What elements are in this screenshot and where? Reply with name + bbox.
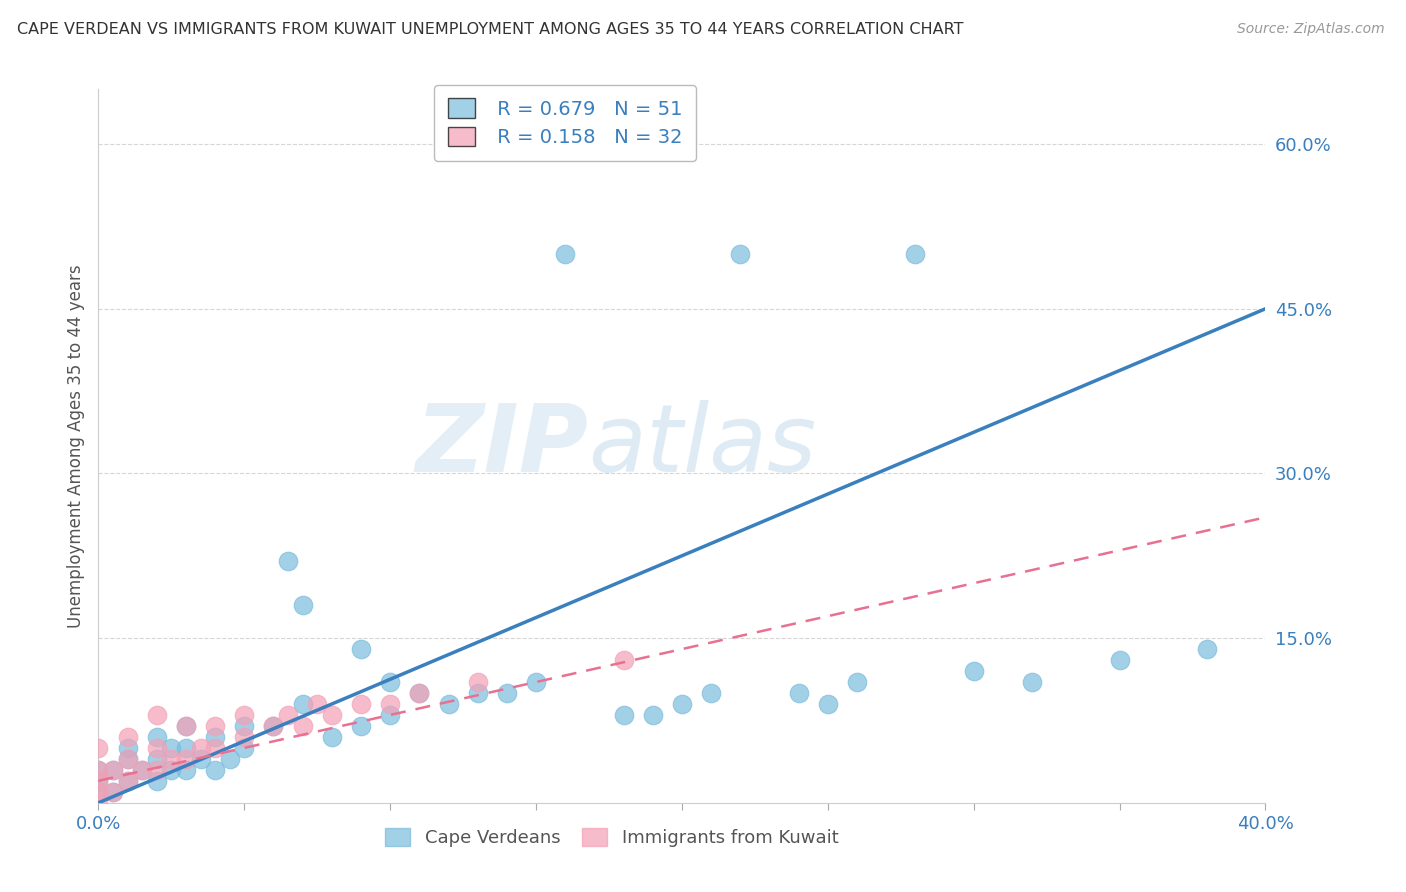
Point xyxy=(174,752,197,766)
Point xyxy=(218,752,240,766)
Point xyxy=(146,763,169,777)
Point xyxy=(160,763,183,777)
Point xyxy=(380,697,402,711)
Point xyxy=(350,697,373,711)
Point xyxy=(307,697,329,711)
Point xyxy=(174,719,197,733)
Point xyxy=(321,708,343,723)
Point xyxy=(146,773,169,788)
Point xyxy=(524,675,547,690)
Point xyxy=(233,740,256,755)
Point xyxy=(146,730,169,744)
Point xyxy=(554,247,576,261)
Point xyxy=(101,763,124,777)
Point xyxy=(131,763,153,777)
Point xyxy=(87,763,110,777)
Point xyxy=(350,719,373,733)
Point xyxy=(160,752,183,766)
Point xyxy=(612,708,634,723)
Point xyxy=(846,675,869,690)
Point xyxy=(904,247,927,261)
Point xyxy=(467,675,489,690)
Point xyxy=(117,773,139,788)
Point xyxy=(962,664,984,678)
Point xyxy=(233,730,256,744)
Point xyxy=(671,697,693,711)
Point xyxy=(291,697,314,711)
Point xyxy=(160,740,183,755)
Point xyxy=(101,785,124,799)
Text: CAPE VERDEAN VS IMMIGRANTS FROM KUWAIT UNEMPLOYMENT AMONG AGES 35 TO 44 YEARS CO: CAPE VERDEAN VS IMMIGRANTS FROM KUWAIT U… xyxy=(17,22,963,37)
Point xyxy=(146,708,169,723)
Point xyxy=(380,708,402,723)
Point xyxy=(190,752,212,766)
Legend: Cape Verdeans, Immigrants from Kuwait: Cape Verdeans, Immigrants from Kuwait xyxy=(374,817,849,858)
Point xyxy=(233,719,256,733)
Point xyxy=(87,740,110,755)
Point xyxy=(408,686,430,700)
Point xyxy=(204,719,226,733)
Point xyxy=(496,686,519,700)
Point xyxy=(641,708,664,723)
Point xyxy=(262,719,284,733)
Point xyxy=(700,686,723,700)
Point xyxy=(117,773,139,788)
Point xyxy=(101,785,124,799)
Point xyxy=(350,642,373,657)
Text: ZIP: ZIP xyxy=(416,400,589,492)
Point xyxy=(101,763,124,777)
Point xyxy=(87,773,110,788)
Point xyxy=(1021,675,1043,690)
Point xyxy=(146,740,169,755)
Point xyxy=(190,740,212,755)
Point xyxy=(291,598,314,612)
Y-axis label: Unemployment Among Ages 35 to 44 years: Unemployment Among Ages 35 to 44 years xyxy=(66,264,84,628)
Point xyxy=(730,247,752,261)
Point xyxy=(174,719,197,733)
Point xyxy=(174,763,197,777)
Point xyxy=(131,763,153,777)
Point xyxy=(87,763,110,777)
Point xyxy=(204,730,226,744)
Point xyxy=(787,686,810,700)
Point xyxy=(233,708,256,723)
Point xyxy=(174,740,197,755)
Point xyxy=(817,697,839,711)
Point xyxy=(87,796,110,810)
Point xyxy=(204,740,226,755)
Point xyxy=(1195,642,1218,657)
Point xyxy=(277,554,299,568)
Point xyxy=(117,740,139,755)
Point xyxy=(87,785,110,799)
Point xyxy=(117,730,139,744)
Point xyxy=(117,752,139,766)
Point xyxy=(321,730,343,744)
Point xyxy=(1108,653,1130,667)
Point xyxy=(291,719,314,733)
Point xyxy=(262,719,284,733)
Point xyxy=(612,653,634,667)
Point xyxy=(87,785,110,799)
Text: Source: ZipAtlas.com: Source: ZipAtlas.com xyxy=(1237,22,1385,37)
Point xyxy=(117,752,139,766)
Point xyxy=(437,697,460,711)
Point xyxy=(380,675,402,690)
Point xyxy=(467,686,489,700)
Point xyxy=(204,763,226,777)
Text: atlas: atlas xyxy=(589,401,817,491)
Point xyxy=(408,686,430,700)
Point xyxy=(146,752,169,766)
Point xyxy=(277,708,299,723)
Point xyxy=(87,773,110,788)
